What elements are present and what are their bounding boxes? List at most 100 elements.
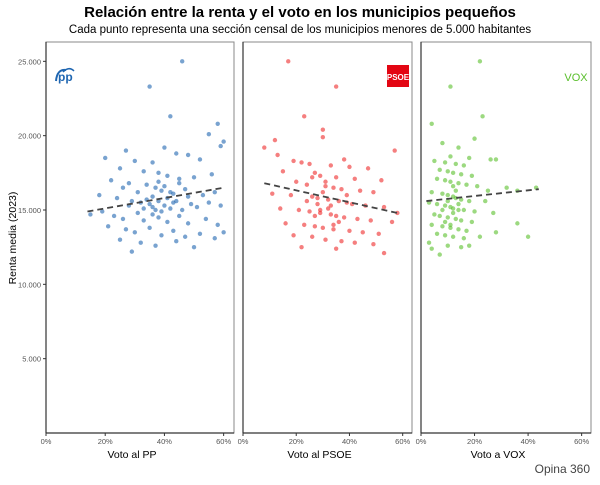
data-point	[307, 209, 312, 214]
x-tick-label: 0%	[41, 437, 52, 446]
data-point	[464, 228, 469, 234]
data-point	[325, 206, 331, 211]
data-point	[200, 192, 206, 198]
facet-panel-2: 0% 20% 40% 60% Voto a VOX VOX	[416, 41, 592, 461]
data-point	[352, 176, 357, 181]
data-point	[294, 179, 299, 184]
chart-subtitle: Cada punto representa una sección censal…	[69, 24, 531, 36]
data-point	[448, 222, 453, 228]
x-tick-label: 40%	[342, 437, 357, 446]
data-point	[437, 252, 442, 257]
data-point	[218, 203, 223, 208]
data-point	[162, 184, 167, 189]
data-point	[440, 191, 445, 196]
data-point	[320, 189, 326, 195]
data-point	[114, 195, 120, 201]
data-point	[429, 222, 434, 228]
caption: Opina 360	[535, 462, 591, 476]
data-point	[466, 243, 472, 248]
data-point	[182, 186, 188, 192]
data-point	[445, 243, 450, 248]
data-point	[126, 181, 132, 186]
data-point	[466, 155, 472, 161]
data-point	[135, 210, 140, 216]
x-tick-label: 60%	[574, 437, 589, 446]
data-point	[150, 204, 155, 210]
data-point	[156, 179, 161, 184]
data-point	[434, 201, 440, 207]
data-point	[168, 206, 173, 211]
data-point	[302, 222, 307, 228]
data-point	[344, 192, 349, 198]
data-point	[177, 176, 182, 181]
data-point	[429, 246, 434, 251]
data-point	[123, 148, 129, 153]
data-point	[262, 145, 267, 150]
data-point	[188, 201, 194, 207]
data-point	[120, 216, 126, 222]
data-point	[525, 234, 531, 239]
data-point	[138, 240, 143, 245]
data-point	[347, 228, 352, 234]
data-point	[309, 234, 315, 239]
data-point	[159, 188, 164, 193]
data-point	[317, 207, 323, 213]
data-point	[434, 231, 440, 236]
data-point	[185, 221, 191, 226]
data-point	[453, 216, 459, 222]
data-point	[299, 160, 304, 165]
data-point	[304, 198, 310, 204]
data-point	[153, 207, 158, 213]
data-point	[296, 207, 302, 213]
data-point	[453, 188, 459, 193]
data-point	[209, 172, 214, 177]
pp-logo: pp	[55, 68, 75, 84]
data-point	[177, 213, 182, 219]
data-point	[483, 198, 488, 204]
data-point	[323, 237, 328, 242]
data-point	[445, 192, 450, 198]
y-tick-label: 15.000	[18, 206, 41, 215]
data-point	[323, 184, 328, 189]
data-point	[445, 215, 450, 220]
data-point	[323, 179, 328, 184]
data-point	[456, 145, 461, 150]
x-tick-label: 0%	[238, 437, 249, 446]
psoe-logo-text: PSOE	[387, 73, 410, 82]
data-point	[312, 213, 318, 219]
data-point	[309, 175, 315, 180]
y-tick-label: 10.000	[18, 280, 41, 289]
data-point	[458, 172, 464, 177]
data-point	[111, 213, 117, 219]
data-point	[291, 233, 296, 238]
data-point	[456, 207, 461, 213]
data-point	[221, 230, 226, 235]
data-point	[450, 170, 456, 176]
data-point	[150, 194, 155, 199]
data-point	[141, 169, 146, 174]
psoe-logo-box	[387, 65, 409, 87]
pp-logo-text: pp	[58, 70, 73, 84]
data-point	[491, 210, 496, 216]
data-point	[389, 219, 395, 225]
data-point	[108, 178, 114, 183]
data-point	[328, 212, 334, 217]
data-point	[156, 170, 161, 176]
data-point	[450, 210, 456, 216]
data-point	[341, 157, 347, 162]
data-point	[464, 182, 469, 187]
data-point	[171, 228, 176, 234]
x-tick-label: 0%	[416, 437, 427, 446]
data-point	[371, 241, 376, 247]
data-point	[333, 246, 339, 251]
data-point	[440, 140, 445, 146]
data-point	[215, 222, 220, 228]
data-point	[341, 215, 347, 220]
data-point	[168, 114, 173, 119]
data-point	[331, 227, 336, 232]
data-point	[174, 151, 179, 156]
data-point	[221, 139, 226, 144]
data-point	[153, 243, 158, 248]
data-point	[448, 84, 453, 89]
